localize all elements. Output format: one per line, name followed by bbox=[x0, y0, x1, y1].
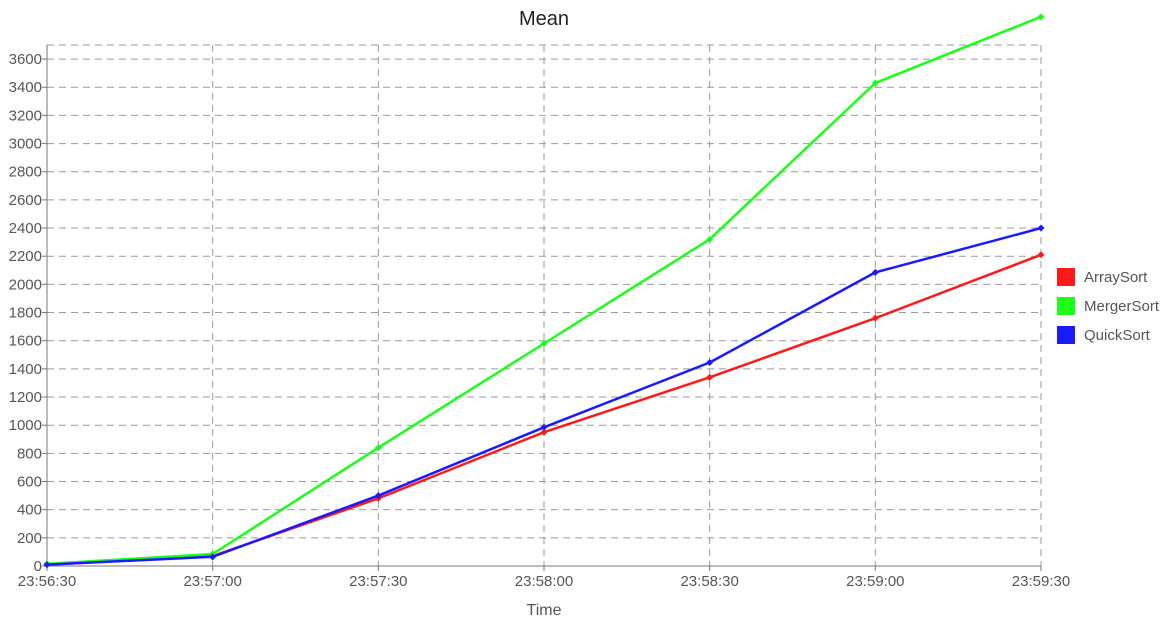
legend-label: ArraySort bbox=[1084, 269, 1148, 286]
legend-label: MergerSort bbox=[1084, 298, 1160, 315]
x-tick-label: 23:59:00 bbox=[846, 573, 904, 590]
x-tick-label: 23:56:30 bbox=[18, 573, 76, 590]
data-point[interactable] bbox=[374, 444, 382, 452]
y-tick-label: 2200 bbox=[9, 248, 42, 265]
data-point[interactable] bbox=[540, 428, 548, 436]
y-tick-label: 2000 bbox=[9, 276, 42, 293]
y-tick-label: 3400 bbox=[9, 79, 42, 96]
y-tick-label: 3000 bbox=[9, 136, 42, 153]
x-tick-label: 23:57:30 bbox=[349, 573, 407, 590]
data-point[interactable] bbox=[1037, 13, 1045, 21]
x-axis-ticks: 23:56:30 23:57:00 23:57:30 23:58:00 23:58:30… bbox=[18, 566, 1070, 590]
y-tick-label: 1000 bbox=[9, 417, 42, 434]
y-tick-label: 3600 bbox=[9, 51, 42, 68]
y-tick-label: 1800 bbox=[9, 305, 42, 322]
x-axis-label: Time bbox=[527, 602, 562, 619]
data-point[interactable] bbox=[871, 79, 879, 87]
y-tick-label: 1600 bbox=[9, 333, 42, 350]
y-tick-label: 0 bbox=[34, 558, 42, 575]
legend-item-quicksort[interactable]: QuickSort bbox=[1057, 326, 1151, 344]
data-point[interactable] bbox=[706, 235, 714, 243]
data-point[interactable] bbox=[209, 553, 217, 561]
y-tick-label: 1400 bbox=[9, 361, 42, 378]
y-axis-ticks: 0 200 400 600 800 1000 1200 1400 1600 1800 2000 220… bbox=[9, 51, 47, 575]
y-tick-label: 2600 bbox=[9, 192, 42, 209]
y-tick-label: 2400 bbox=[9, 220, 42, 237]
data-point[interactable] bbox=[374, 492, 382, 500]
data-point[interactable] bbox=[1037, 251, 1045, 259]
legend-swatch bbox=[1057, 326, 1075, 344]
y-tick-label: 1200 bbox=[9, 389, 42, 406]
chart-title: Mean bbox=[519, 8, 569, 30]
grid bbox=[47, 44, 1042, 566]
legend-swatch bbox=[1057, 297, 1075, 315]
series bbox=[43, 13, 1045, 569]
legend-swatch bbox=[1057, 268, 1075, 286]
y-tick-label: 3200 bbox=[9, 107, 42, 124]
legend-item-arraysort[interactable]: ArraySort bbox=[1057, 268, 1148, 286]
x-tick-label: 23:58:30 bbox=[680, 573, 738, 590]
data-point[interactable] bbox=[871, 268, 879, 276]
data-point[interactable] bbox=[706, 359, 714, 367]
x-tick-label: 23:58:00 bbox=[515, 573, 573, 590]
data-point[interactable] bbox=[1037, 224, 1045, 232]
y-tick-label: 400 bbox=[17, 502, 42, 519]
legend-item-mergersort[interactable]: MergerSort bbox=[1057, 297, 1160, 315]
data-point[interactable] bbox=[871, 314, 879, 322]
data-point[interactable] bbox=[43, 561, 51, 569]
data-point[interactable] bbox=[706, 373, 714, 381]
data-point[interactable] bbox=[540, 423, 548, 431]
x-tick-label: 23:57:00 bbox=[183, 573, 241, 590]
legend-label: QuickSort bbox=[1084, 327, 1151, 344]
y-tick-label: 2800 bbox=[9, 164, 42, 181]
x-tick-label: 23:59:30 bbox=[1012, 573, 1070, 590]
data-point[interactable] bbox=[540, 340, 548, 348]
legend: ArraySort MergerSort QuickSort bbox=[1057, 268, 1160, 344]
y-tick-label: 800 bbox=[17, 445, 42, 462]
series-quicksort bbox=[43, 224, 1045, 569]
y-tick-label: 600 bbox=[17, 474, 42, 491]
y-tick-label: 200 bbox=[17, 530, 42, 547]
